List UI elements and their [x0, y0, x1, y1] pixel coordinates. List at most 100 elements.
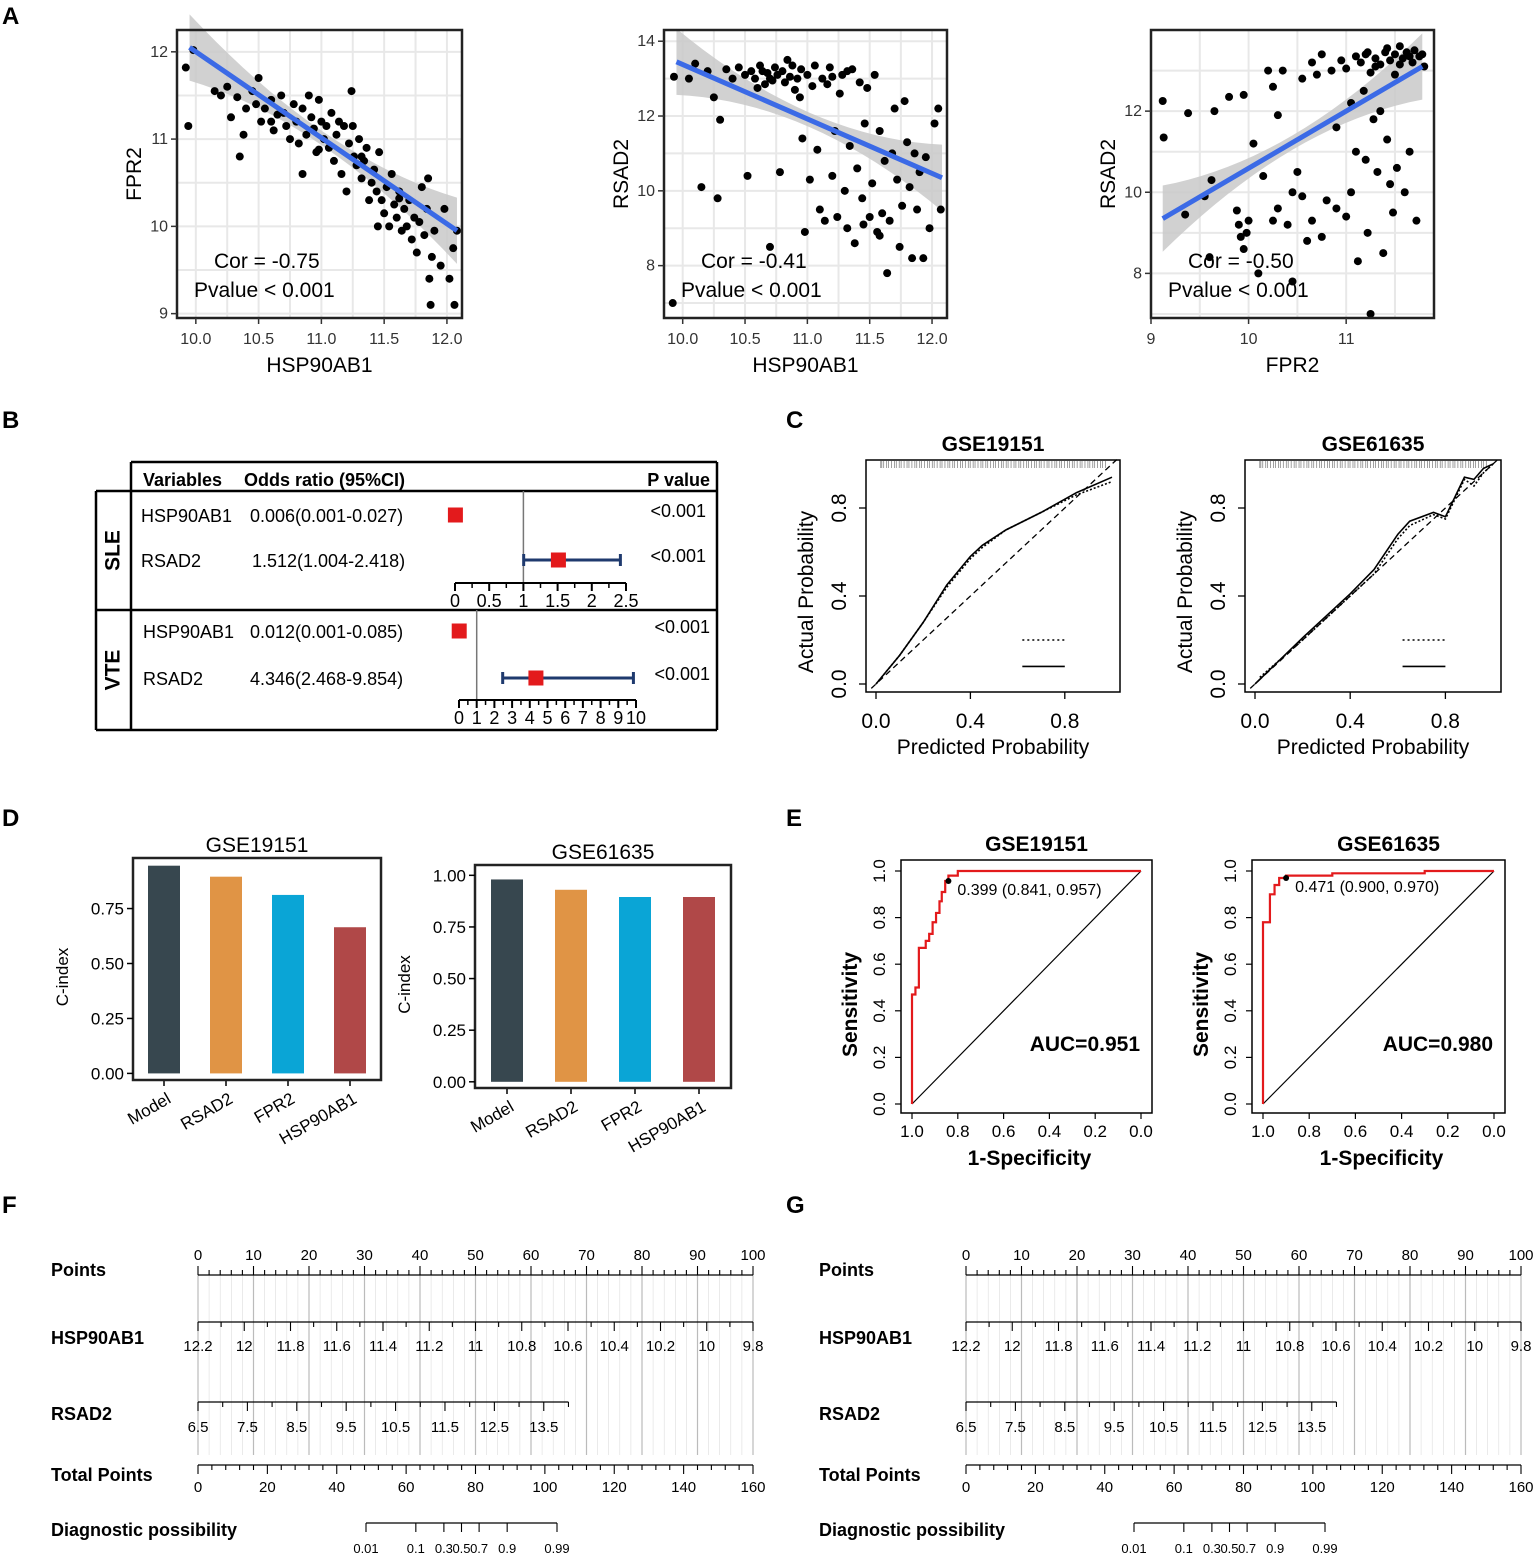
diagnostic-tick-label: 0.3 — [1203, 1541, 1221, 1556]
y-axis-label: C-index — [53, 947, 72, 1006]
x-axis-label: 1-Specificity — [1320, 1147, 1444, 1170]
points-tick-label: 40 — [1180, 1247, 1197, 1264]
data-point — [930, 119, 939, 128]
rsad2-tick-label: 13.5 — [529, 1419, 558, 1436]
x-tick-label: 0.8 — [1297, 1122, 1321, 1141]
hsp90ab1-tick-label: 11.2 — [1183, 1338, 1211, 1355]
y-tick-label: 12 — [637, 108, 655, 125]
data-point — [795, 93, 804, 102]
row-label-points: Points — [819, 1260, 874, 1280]
panel-label-d: D — [2, 805, 19, 832]
auc-label: AUC=0.980 — [1383, 1033, 1493, 1056]
forest-axis-tick-label: 4 — [525, 708, 535, 728]
plot-title: GSE19151 — [942, 433, 1045, 456]
row-label-rsad2: RSAD2 — [51, 1404, 112, 1424]
data-point — [223, 82, 232, 91]
total-points-tick-label: 40 — [328, 1479, 345, 1496]
roc-plot-2: GSE61635 0.471 (0.900, 0.970) AUC=0.980 1.0… — [1190, 833, 1506, 1170]
panel-label-a: A — [2, 3, 19, 30]
rsad2-tick-label: 10.5 — [1149, 1419, 1178, 1436]
panel-label-e: E — [786, 805, 802, 832]
data-point — [713, 194, 722, 203]
diagnostic-tick-label: 0.7 — [470, 1541, 488, 1556]
regression-line — [675, 59, 944, 181]
points-tick-label: 0 — [194, 1247, 202, 1264]
data-point — [709, 93, 718, 102]
data-point — [337, 170, 346, 178]
data-point — [840, 186, 849, 195]
x-tick-label: 11.5 — [855, 331, 885, 348]
data-point — [235, 152, 244, 161]
diagnostic-tick-label: 0.01 — [353, 1541, 378, 1556]
points-tick-label: 90 — [1457, 1247, 1474, 1264]
panel-label-b: B — [2, 407, 19, 434]
data-point — [373, 222, 382, 231]
data-point — [893, 175, 902, 184]
x-tick-label: 0.4 — [1336, 710, 1366, 733]
data-point — [1288, 188, 1297, 197]
data-point — [747, 67, 756, 76]
hsp90ab1-tick-label: 10 — [1466, 1338, 1483, 1355]
y-tick-label: 0.2 — [1221, 1046, 1240, 1070]
x-tick-label: FPR2 — [598, 1097, 645, 1135]
x-tick-label: 0.0 — [1240, 710, 1269, 733]
data-point — [1159, 133, 1168, 142]
data-point — [880, 156, 889, 165]
bar-fpr2 — [619, 897, 651, 1082]
data-point — [345, 139, 354, 148]
data-point — [387, 170, 396, 178]
hsp90ab1-tick-label: 12.2 — [183, 1338, 212, 1355]
group-label-vte: VTE — [102, 650, 125, 691]
bar-model — [148, 865, 180, 1074]
y-tick-label: 1.0 — [1221, 859, 1240, 883]
data-point — [770, 63, 779, 72]
data-point — [184, 122, 193, 130]
y-tick-label: 8 — [1133, 265, 1142, 282]
row-odds-ratio: 1.512(1.004-2.418) — [252, 551, 405, 571]
header-odds-ratio: Odds ratio (95%CI) — [244, 470, 405, 490]
data-point — [425, 274, 434, 283]
x-tick-label: 0.6 — [1344, 1122, 1368, 1141]
diagnostic-tick-label: 0.01 — [1121, 1541, 1146, 1556]
plot-title: GSE19151 — [985, 833, 1088, 856]
data-point — [1317, 232, 1326, 241]
data-point — [1293, 167, 1302, 176]
points-tick-label: 20 — [1069, 1247, 1086, 1264]
rsad2-tick-label: 8.5 — [1054, 1419, 1075, 1436]
data-point — [925, 224, 934, 233]
total-points-tick-label: 0 — [194, 1479, 202, 1496]
x-tick-label: 10 — [1240, 331, 1258, 348]
plot-frame — [1149, 28, 1436, 320]
data-point — [783, 55, 792, 64]
data-point — [1288, 277, 1297, 286]
data-point — [1327, 66, 1336, 75]
x-tick-label: 0.4 — [956, 710, 986, 733]
hsp90ab1-tick-label: 9.8 — [1511, 1338, 1532, 1355]
data-point — [868, 179, 877, 188]
hsp90ab1-tick-label: 10.8 — [507, 1338, 536, 1355]
data-point — [919, 254, 928, 263]
diagnostic-tick-label: 0.5 — [1220, 1541, 1238, 1556]
hsp90ab1-tick-label: 12.2 — [951, 1338, 980, 1355]
data-point — [233, 93, 242, 102]
row-p-value: <0.001 — [654, 617, 710, 637]
data-point — [903, 138, 912, 147]
points-tick-label: 40 — [412, 1247, 429, 1264]
hsp90ab1-tick-label: 10.8 — [1275, 1338, 1304, 1355]
data-point — [1312, 70, 1321, 79]
data-point — [1342, 212, 1351, 221]
rsad2-tick-label: 12.5 — [1248, 1419, 1277, 1436]
forest-axis-tick-label: 0 — [454, 708, 464, 728]
data-point — [900, 97, 909, 106]
hsp90ab1-tick-label: 11.4 — [1137, 1338, 1165, 1355]
scatter-plot-2: 10.0 10.5 11.0 11.5 12.0 8 10 12 14 HSP90AB1 RSAD2… — [610, 28, 949, 377]
data-point — [424, 174, 433, 183]
data-point — [322, 122, 331, 130]
data-point — [1242, 228, 1251, 237]
data-point — [790, 85, 799, 94]
hsp90ab1-tick-label: 10 — [698, 1338, 715, 1355]
y-tick-label: 0.4 — [1207, 581, 1230, 611]
data-point — [257, 117, 266, 126]
y-tick-label: 0.0 — [1221, 1092, 1240, 1116]
data-point — [1386, 180, 1395, 189]
